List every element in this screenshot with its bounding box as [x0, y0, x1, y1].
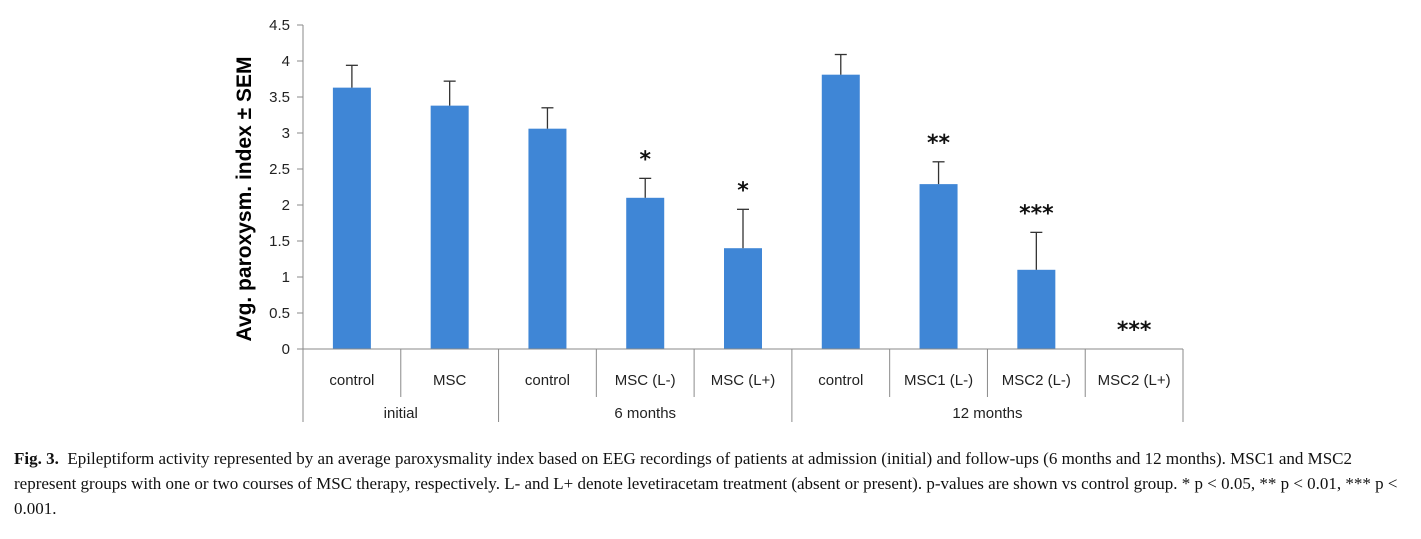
- group-label: 6 months: [614, 405, 676, 422]
- y-tick-label: 1.5: [269, 233, 290, 250]
- bar: [626, 197, 665, 349]
- y-tick-label: 1: [282, 269, 290, 286]
- significance-marker: *: [737, 178, 749, 203]
- y-axis-ticks: 4.5 4 3.5 3 2.5 2 1.5 1 0.5 0: [269, 17, 303, 358]
- x-axis-group-labels: initial 6 months 12 months: [384, 405, 1023, 422]
- bar: [1017, 269, 1056, 349]
- category-label: MSC1 (L-): [904, 372, 973, 389]
- y-tick-label: 0: [282, 341, 290, 358]
- y-tick-label: 2.5: [269, 161, 290, 178]
- y-tick-label: 2: [282, 197, 290, 214]
- bar: [430, 105, 469, 349]
- category-label: MSC2 (L-): [1002, 372, 1071, 389]
- significance-marker: *: [639, 147, 651, 172]
- y-axis-label: Avg. paroxysm. index ± SEM: [233, 57, 256, 342]
- y-tick-label: 4.5: [269, 17, 290, 34]
- figure-caption: Fig. 3. Epileptiform activity represente…: [14, 446, 1410, 521]
- y-tick-label: 4: [282, 53, 290, 70]
- bars: [332, 74, 1056, 350]
- figure-label: Fig. 3.: [14, 449, 59, 468]
- bar: [724, 248, 762, 349]
- axes: [302, 25, 1184, 422]
- significance-marker: ***: [1117, 318, 1152, 343]
- bar: [528, 128, 567, 349]
- y-tick-label: 3.5: [269, 89, 290, 106]
- category-label: MSC (L+): [711, 372, 776, 389]
- category-label: MSC (L-): [615, 372, 676, 389]
- figure-caption-text: Epileptiform activity represented by an …: [14, 449, 1398, 518]
- bar-chart: 4.543.532.521.510.50 ********** control M…: [233, 17, 1184, 422]
- category-label: control: [525, 372, 570, 389]
- category-label: MSC: [433, 372, 467, 389]
- group-label: initial: [384, 405, 418, 422]
- category-label: control: [329, 372, 374, 389]
- error-bars: [345, 53, 1043, 270]
- bar: [919, 184, 958, 349]
- significance-markers: **********: [639, 131, 1151, 343]
- category-label: control: [818, 372, 863, 389]
- significance-marker: **: [927, 131, 951, 156]
- category-label: MSC2 (L+): [1098, 372, 1171, 389]
- x-axis-category-labels: control MSC control MSC (L-) MSC (L+) control…: [329, 372, 1170, 389]
- bar: [332, 87, 371, 349]
- bar: [821, 74, 860, 350]
- y-tick-label: 0.5: [269, 305, 290, 322]
- significance-marker: ***: [1019, 201, 1054, 226]
- y-tick-label: 3: [282, 125, 290, 142]
- group-label: 12 months: [952, 405, 1022, 422]
